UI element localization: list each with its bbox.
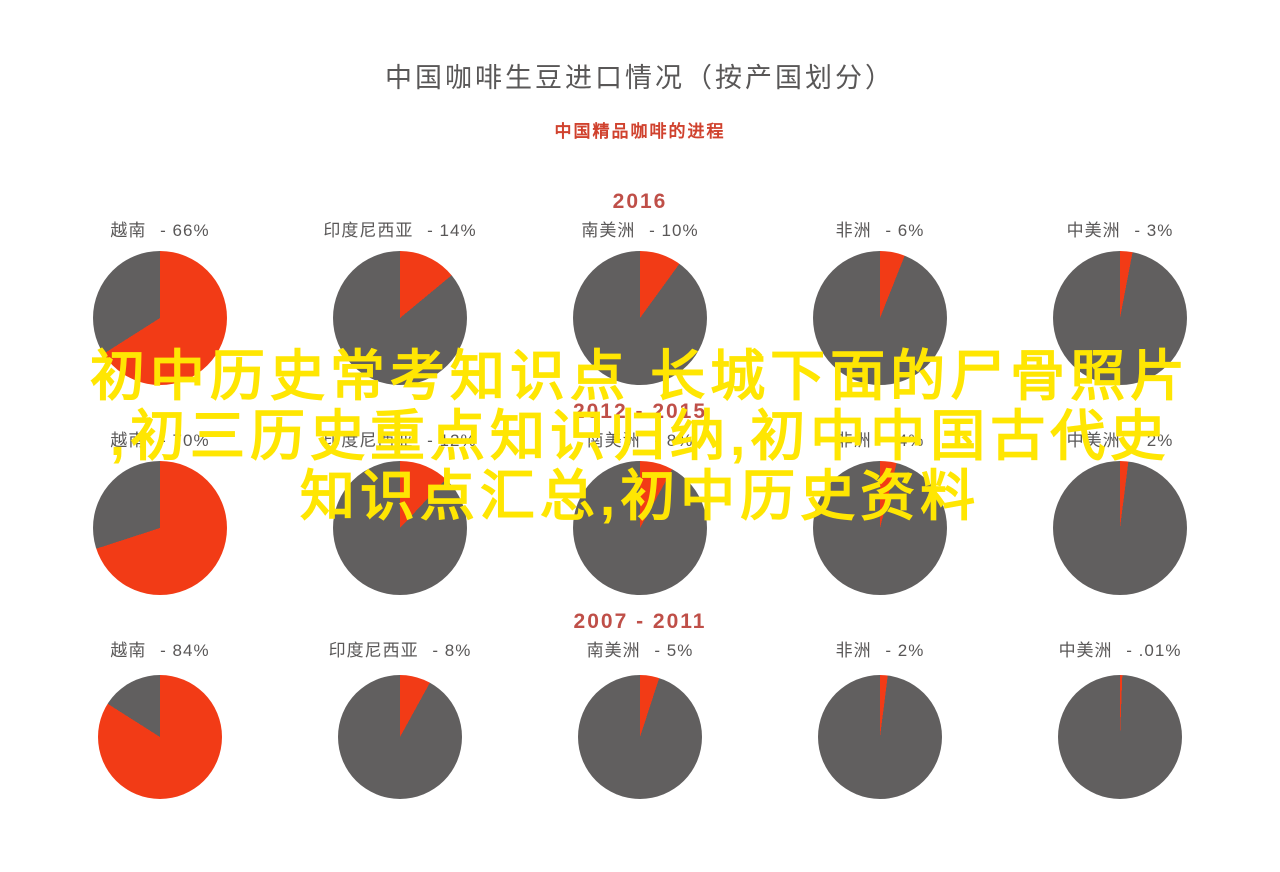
- pie-label: 印度尼西亚 - 14%: [280, 219, 520, 247]
- country-name: 非洲: [835, 431, 872, 450]
- pie-label: 非洲 - 2%: [760, 639, 1000, 667]
- year-spacer: [40, 399, 280, 429]
- cell-2007-africa: 非洲 - 2%: [760, 609, 1000, 799]
- cell-2007-central-america: 中美洲 - .01%: [1000, 609, 1240, 799]
- country-percent: - 8%: [432, 641, 472, 660]
- pie-2007-indonesia: [338, 675, 462, 799]
- pie-label: 越南 - 70%: [40, 429, 280, 457]
- country-name: 印度尼西亚: [323, 221, 414, 240]
- cell-2012-south-america: 2012 - 2015 南美洲 - 8%: [520, 399, 760, 595]
- country-percent: - 2%: [1134, 431, 1174, 450]
- year-spacer: [1000, 609, 1240, 639]
- pie-2012-central-america: [1053, 461, 1187, 595]
- country-name: 中美洲: [1058, 641, 1113, 660]
- pie-label: 南美洲 - 10%: [520, 219, 760, 247]
- country-name: 非洲: [835, 221, 872, 240]
- cell-2007-indonesia: 印度尼西亚 - 8%: [280, 609, 520, 799]
- page-subtitle: 中国精品咖啡的进程: [554, 122, 726, 141]
- pie-label: 印度尼西亚 - 12%: [280, 429, 520, 457]
- pie-2016-south-america: [573, 251, 707, 385]
- year-spacer: [280, 399, 520, 429]
- pie-label: 越南 - 84%: [40, 639, 280, 667]
- pie-2016-central-america: [1053, 251, 1187, 385]
- pie-row-2007-2011: 越南 - 84% 印度尼西亚 - 8% 2007 - 2011 南美洲 - 5%: [0, 609, 1280, 799]
- pie-2016-vietnam: [93, 251, 227, 385]
- cell-2012-central-america: 中美洲 - 2%: [1000, 399, 1240, 595]
- year-spacer: [1000, 399, 1240, 429]
- country-percent: - 10%: [649, 221, 699, 240]
- country-name: 南美洲: [581, 221, 636, 240]
- pie-2007-south-america: [578, 675, 702, 799]
- country-percent: - 8%: [654, 431, 694, 450]
- year-label-2012-2015: 2012 - 2015: [572, 400, 708, 423]
- pie-2012-south-america: [573, 461, 707, 595]
- country-name: 印度尼西亚: [328, 641, 419, 660]
- pie-2007-africa: [818, 675, 942, 799]
- country-percent: - 4%: [885, 431, 925, 450]
- cell-2007-south-america: 2007 - 2011 南美洲 - 5%: [520, 609, 760, 799]
- year-spacer: [40, 609, 280, 639]
- pie-label: 中美洲 - .01%: [1000, 639, 1240, 667]
- country-percent: - 70%: [160, 431, 210, 450]
- country-percent: - 12%: [427, 431, 477, 450]
- cell-2012-vietnam: 越南 - 70%: [40, 399, 280, 595]
- country-name: 南美洲: [586, 431, 641, 450]
- pie-label: 非洲 - 6%: [760, 219, 1000, 247]
- country-percent: - .01%: [1126, 641, 1182, 660]
- pie-label: 中美洲 - 3%: [1000, 219, 1240, 247]
- country-name: 越南: [110, 641, 147, 660]
- year-spacer: [40, 189, 280, 219]
- year-spacer: [760, 399, 1000, 429]
- country-name: 越南: [110, 431, 147, 450]
- cell-2007-vietnam: 越南 - 84%: [40, 609, 280, 799]
- pie-row-2016: 越南 - 66% 印度尼西亚 - 14% 2016 南美洲 - 10% 非洲: [0, 189, 1280, 385]
- cell-2016-central-america: 中美洲 - 3%: [1000, 189, 1240, 385]
- year-spacer: [280, 609, 520, 639]
- year-spacer: [1000, 189, 1240, 219]
- country-name: 南美洲: [586, 641, 641, 660]
- country-percent: - 2%: [885, 641, 925, 660]
- country-percent: - 66%: [160, 221, 210, 240]
- cell-2012-africa: 非洲 - 4%: [760, 399, 1000, 595]
- year-spacer: [760, 609, 1000, 639]
- year-label-2016: 2016: [612, 190, 668, 213]
- pie-2012-africa: [813, 461, 947, 595]
- pie-2012-indonesia: [333, 461, 467, 595]
- year-label-2007-2011: 2007 - 2011: [573, 610, 707, 633]
- year-spacer: [760, 189, 1000, 219]
- country-name: 非洲: [835, 641, 872, 660]
- country-percent: - 14%: [427, 221, 477, 240]
- country-name: 中美洲: [1066, 221, 1121, 240]
- cell-2016-indonesia: 印度尼西亚 - 14%: [280, 189, 520, 385]
- pie-label: 中美洲 - 2%: [1000, 429, 1240, 457]
- pie-label: 非洲 - 4%: [760, 429, 1000, 457]
- country-name: 印度尼西亚: [323, 431, 414, 450]
- pie-2012-vietnam: [93, 461, 227, 595]
- cell-2016-south-america: 2016 南美洲 - 10%: [520, 189, 760, 385]
- year-spacer: [280, 189, 520, 219]
- country-percent: - 6%: [885, 221, 925, 240]
- pie-2016-indonesia: [333, 251, 467, 385]
- cell-2012-indonesia: 印度尼西亚 - 12%: [280, 399, 520, 595]
- pie-row-2012-2015: 越南 - 70% 印度尼西亚 - 12% 2012 - 2015 南美洲 - 8…: [0, 399, 1280, 595]
- pie-2007-central-america: [1058, 675, 1182, 799]
- cell-2016-africa: 非洲 - 6%: [760, 189, 1000, 385]
- country-name: 中美洲: [1066, 431, 1121, 450]
- country-percent: - 84%: [160, 641, 210, 660]
- pie-label: 南美洲 - 5%: [520, 639, 760, 667]
- cell-2016-vietnam: 越南 - 66%: [40, 189, 280, 385]
- country-percent: - 5%: [654, 641, 694, 660]
- pie-label: 南美洲 - 8%: [520, 429, 760, 457]
- pie-label: 印度尼西亚 - 8%: [280, 639, 520, 667]
- page-title: 中国咖啡生豆进口情况（按产国划分）: [385, 63, 895, 93]
- pie-2007-vietnam: [98, 675, 222, 799]
- country-percent: - 3%: [1134, 221, 1174, 240]
- pie-2016-africa: [813, 251, 947, 385]
- country-name: 越南: [110, 221, 147, 240]
- pie-label: 越南 - 66%: [40, 219, 280, 247]
